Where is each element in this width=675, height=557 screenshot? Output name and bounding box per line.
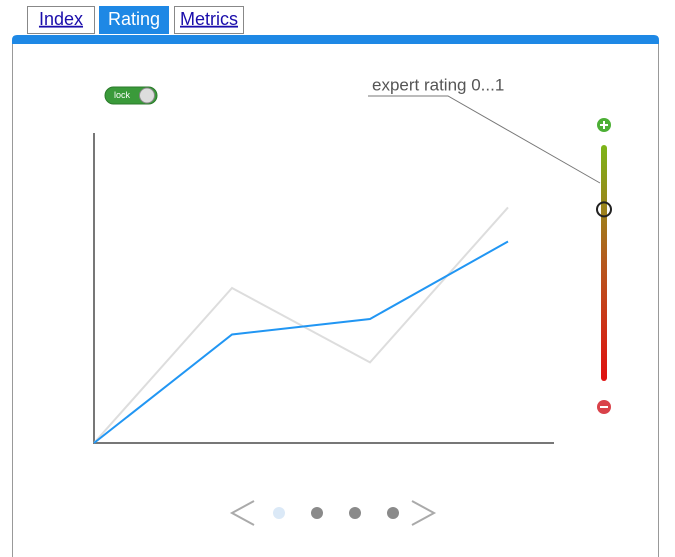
pager-dot[interactable]: [349, 507, 361, 519]
lock-label: lock: [114, 90, 131, 100]
lock-knob[interactable]: [139, 87, 155, 104]
plus-icon: [600, 121, 608, 129]
pager-dot[interactable]: [311, 507, 323, 519]
pager-dot[interactable]: [387, 507, 399, 519]
tab-label[interactable]: Rating: [108, 9, 160, 29]
panel-border: [12, 44, 659, 557]
callout: expert rating 0...1: [372, 75, 504, 94]
pager-dot[interactable]: [273, 507, 285, 519]
panel-header: [12, 35, 659, 44]
tab-label[interactable]: Index: [39, 9, 83, 29]
line-series: [93, 206, 509, 444]
tab-label[interactable]: Metrics: [180, 9, 238, 29]
line-series: [93, 240, 509, 444]
chart-axes: [93, 133, 554, 444]
slider-handle[interactable]: [596, 201, 612, 218]
slider-track[interactable]: [601, 145, 607, 381]
pager-prev[interactable]: [229, 500, 255, 526]
tab[interactable]: [174, 6, 244, 34]
tab[interactable]: [27, 6, 95, 34]
tab[interactable]: [99, 6, 169, 34]
callout-leader: [368, 95, 601, 184]
pager-next[interactable]: [411, 500, 437, 526]
